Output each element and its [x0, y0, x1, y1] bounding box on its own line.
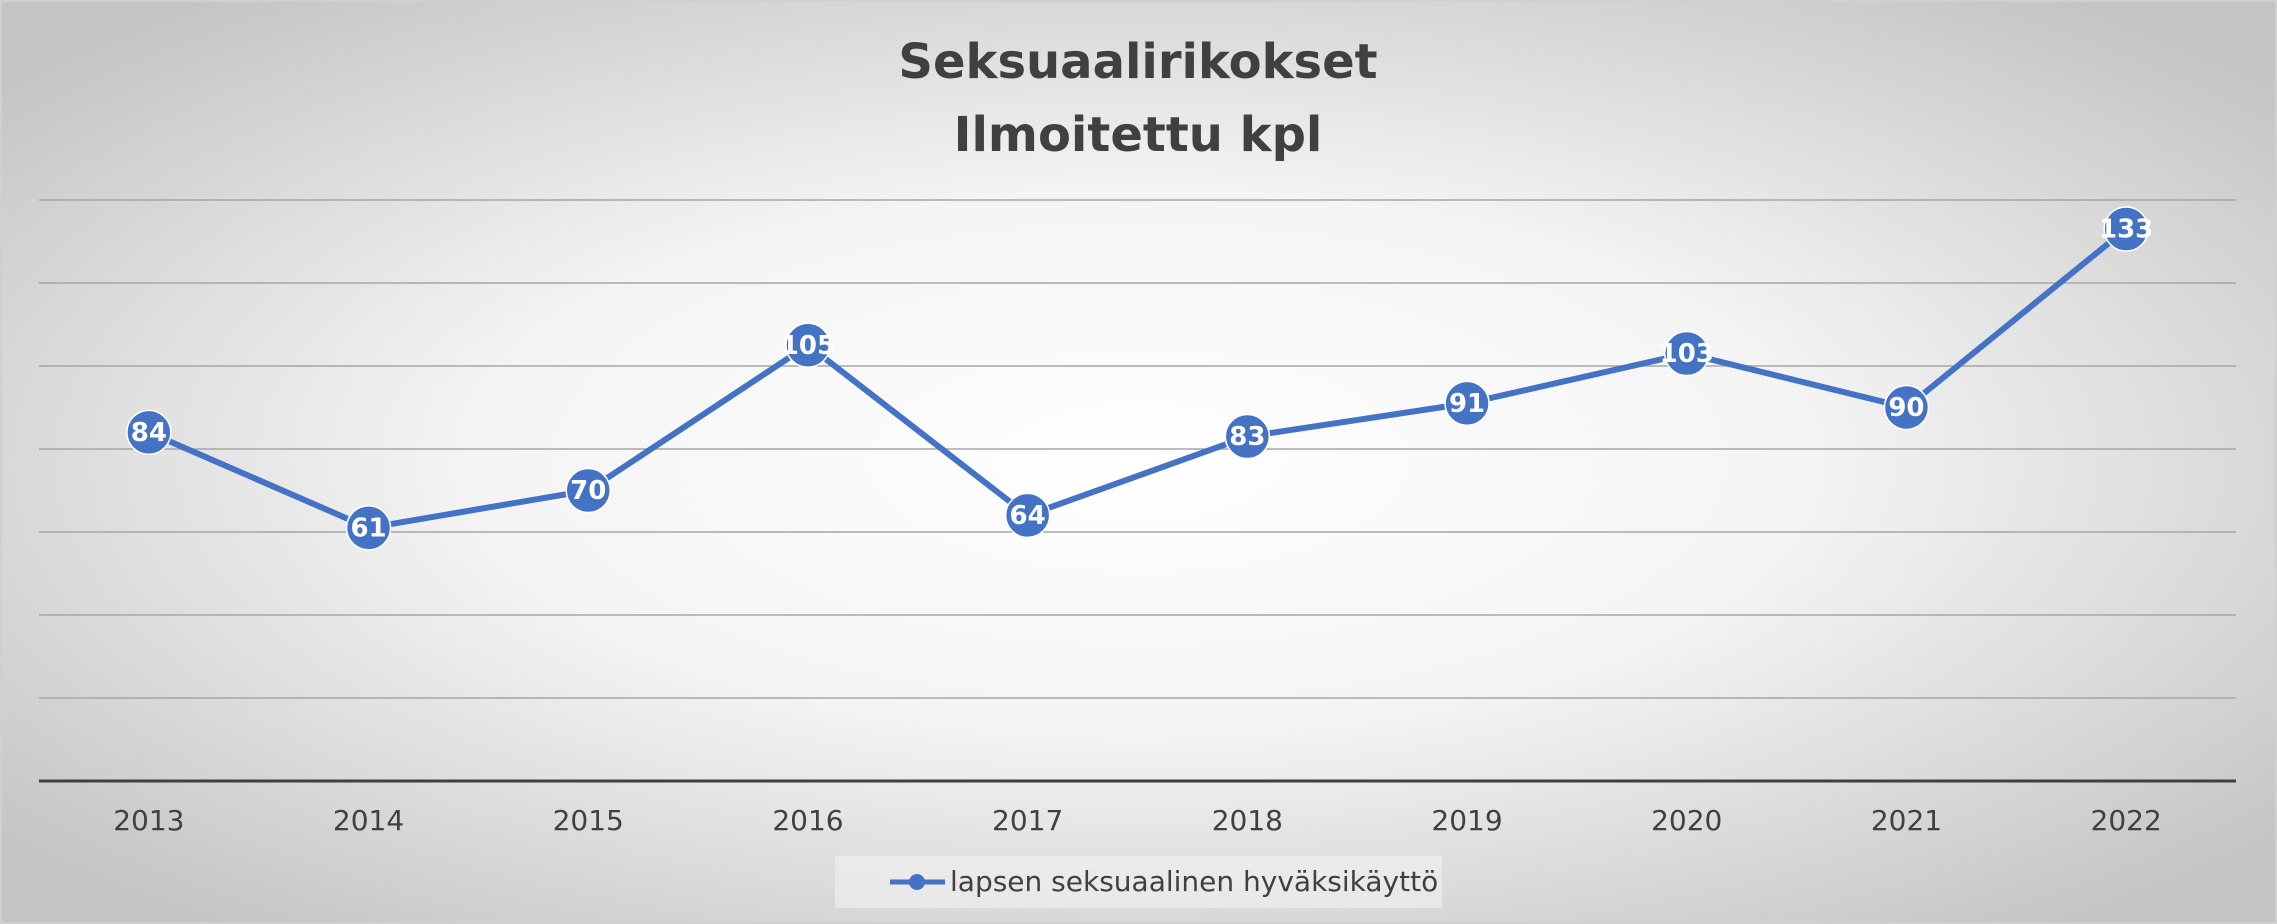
x-tick-label: 2022	[2091, 804, 2162, 837]
x-tick-label: 2019	[1431, 804, 1502, 837]
data-point	[1224, 413, 1271, 460]
data-point	[1883, 384, 1930, 431]
chart-subtitle: Ilmoitettu kpl	[954, 107, 1323, 163]
x-tick-label: 2015	[553, 804, 624, 837]
x-tick-label: 2014	[333, 804, 404, 837]
x-tick-label: 2013	[113, 804, 184, 837]
data-label: 70	[570, 476, 606, 506]
data-label: 90	[1888, 393, 1924, 423]
data-point	[126, 409, 172, 456]
legend-label: lapsen seksuaalinen hyväksikäyttö	[950, 865, 1438, 898]
data-label: 133	[2099, 215, 2153, 245]
series-line	[147, 226, 2129, 531]
data-point	[1004, 492, 1051, 539]
data-label: 105	[781, 331, 835, 361]
x-tick-label: 2017	[992, 804, 1063, 837]
data-label: 83	[1229, 422, 1265, 452]
data-label: 61	[350, 513, 386, 543]
x-tick-label: 2021	[1871, 804, 1942, 837]
x-tick-label: 2018	[1212, 804, 1283, 837]
data-label: 64	[1010, 501, 1046, 531]
data-point	[1664, 330, 1710, 377]
x-tick-label: 2020	[1651, 804, 1722, 837]
data-point	[345, 505, 392, 551]
data-point	[2103, 206, 2149, 252]
legend-marker	[909, 874, 925, 890]
data-label: 91	[1449, 389, 1485, 419]
data-point	[1444, 380, 1490, 427]
chart-title: Seksuaalirikokset	[898, 34, 1377, 90]
data-label: 84	[131, 418, 167, 448]
x-tick-label: 2016	[772, 804, 843, 837]
data-label: 103	[1660, 339, 1714, 369]
data-point	[785, 322, 831, 368]
data-point	[565, 467, 611, 514]
